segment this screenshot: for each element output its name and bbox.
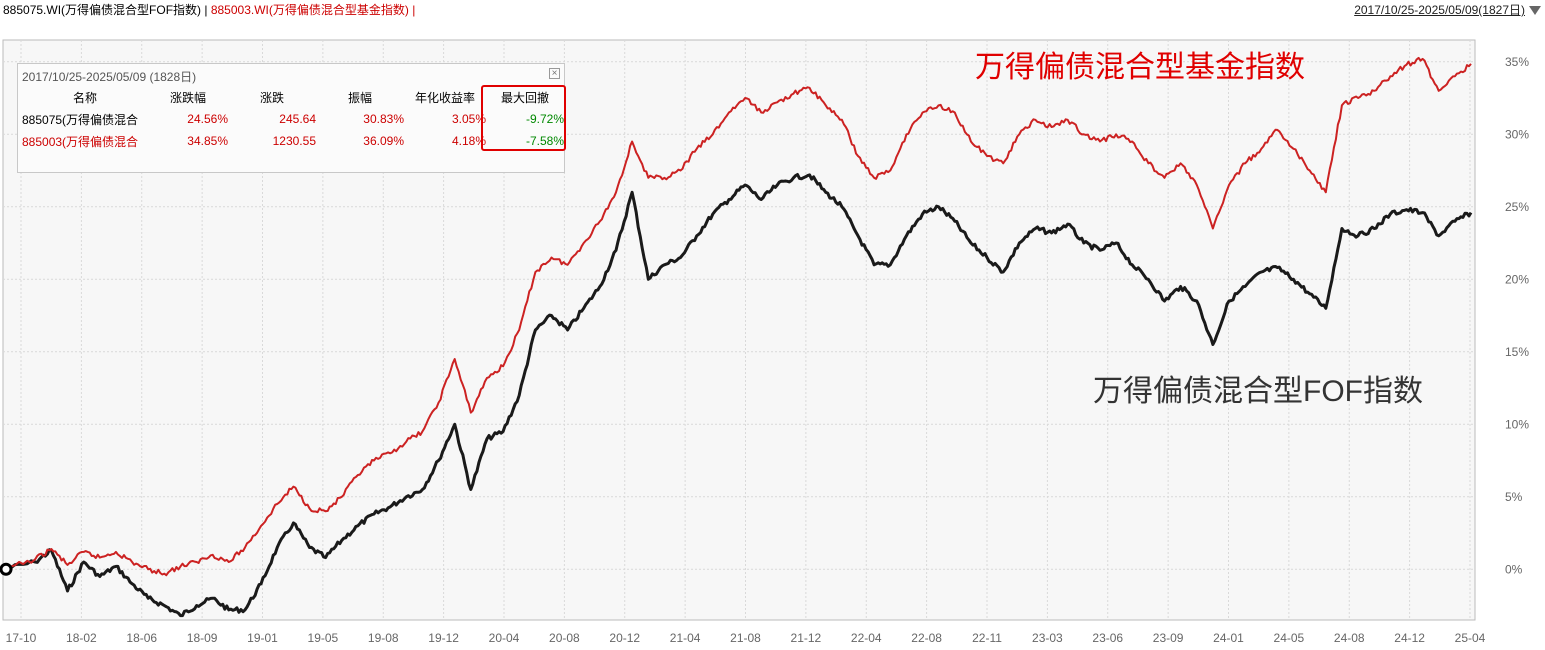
y-axis: 35% 30% 25% 20% 15% 10% 5% 0% — [1505, 55, 1529, 577]
row-pct: 34.85% — [187, 134, 228, 148]
annotation-fof-index: 万得偏债混合型FOF指数 — [1093, 375, 1423, 408]
x-tick-label: 18-02 — [66, 631, 97, 645]
x-tick-label: 25-04 — [1455, 631, 1486, 645]
y-tick-label: 5% — [1505, 490, 1523, 504]
x-tick-label: 22-11 — [972, 631, 1002, 645]
row-name: 885075(万得偏债混合 — [22, 112, 139, 127]
x-tick-label: 19-08 — [368, 631, 399, 645]
row-drawdown: -7.58% — [525, 134, 564, 148]
col-header-pct: 涨跌幅 — [169, 90, 206, 105]
legend-date-range: 2017/10/25-2025/05/09 (1828日) — [22, 70, 197, 84]
col-header-name: 名称 — [72, 90, 97, 105]
x-tick-label: 21-08 — [730, 631, 761, 645]
x-tick-label: 20-08 — [549, 631, 580, 645]
stats-row-fund[interactable]: 885003(万得偏债混合 34.85% 1230.55 36.09% 4.18… — [18, 130, 564, 152]
annotation-fund-index: 万得偏债混合型基金指数 — [975, 51, 1305, 84]
row-annual: 3.05% — [451, 112, 486, 126]
x-tick-label: 20-04 — [489, 631, 520, 645]
x-tick-label: 18-06 — [126, 631, 157, 645]
x-tick-label: 17-10 — [6, 631, 37, 645]
header-series1-label[interactable]: 885075.WI(万得偏债混合型FOF指数) — [3, 3, 202, 17]
col-header-annual: 年化收益率 — [414, 90, 475, 105]
x-tick-label: 24-12 — [1394, 631, 1425, 645]
x-tick-label: 20-12 — [609, 631, 640, 645]
row-pct: 24.56% — [187, 112, 228, 126]
x-tick-label: 21-04 — [670, 631, 701, 645]
row-name: 885003(万得偏债混合 — [22, 134, 139, 149]
y-tick-label: 20% — [1505, 272, 1529, 286]
y-tick-label: 10% — [1505, 417, 1529, 431]
header-separator-2: | — [408, 3, 416, 17]
x-tick-label: 24-01 — [1213, 631, 1244, 645]
x-tick-label: 19-01 — [247, 631, 278, 645]
x-tick-label: 21-12 — [791, 631, 822, 645]
start-point-marker[interactable] — [0, 562, 13, 576]
x-tick-label: 18-09 — [187, 631, 218, 645]
x-tick-label: 23-09 — [1153, 631, 1184, 645]
stats-row-fof[interactable]: 885075(万得偏债混合 24.56% 245.64 30.83% 3.05%… — [18, 108, 564, 130]
close-icon[interactable]: × — [549, 68, 560, 79]
x-tick-label: 22-08 — [911, 631, 942, 645]
x-tick-label: 23-03 — [1032, 631, 1063, 645]
y-tick-label: 35% — [1505, 55, 1529, 69]
col-header-chg: 涨跌 — [259, 90, 284, 105]
row-chg: 1230.55 — [272, 134, 316, 148]
x-tick-label: 19-12 — [428, 631, 459, 645]
series-line-fund — [2, 56, 1472, 577]
header-series-labels: 885075.WI(万得偏债混合型FOF指数) | 885003.WI(万得偏债… — [3, 0, 415, 20]
date-range-link[interactable]: 2017/10/25-2025/05/09(1827日) — [1354, 3, 1525, 17]
row-amp: 36.09% — [363, 134, 404, 148]
x-tick-label: 22-04 — [851, 631, 882, 645]
x-tick-label: 23-06 — [1092, 631, 1123, 645]
y-tick-label: 15% — [1505, 345, 1529, 359]
x-tick-label: 19-05 — [308, 631, 339, 645]
x-axis: 17-10 18-02 18-06 18-09 19-01 19-05 19-08 19-12… — [6, 631, 1486, 645]
series-lines — [0, 56, 1473, 618]
stats-table: 名称 涨跌幅 涨跌 振幅 年化收益率 最大回撤 885075(万得偏债混合 24… — [18, 86, 564, 152]
max-drawdown-highlight — [481, 85, 566, 151]
col-header-drawdown: 最大回撤 — [500, 90, 549, 105]
row-amp: 30.83% — [363, 112, 404, 126]
x-tick-label: 24-08 — [1334, 631, 1365, 645]
row-chg: 245.64 — [279, 112, 316, 126]
col-header-amp: 振幅 — [347, 90, 372, 105]
header-separator: | — [201, 3, 211, 17]
stats-header-row: 名称 涨跌幅 涨跌 振幅 年化收益率 最大回撤 — [18, 86, 564, 108]
series-line-fof — [2, 173, 1473, 618]
row-annual: 4.18% — [451, 134, 486, 148]
y-tick-label: 30% — [1505, 127, 1529, 141]
stats-legend-panel[interactable]: 2017/10/25-2025/05/09 (1828日) × 名称 涨跌幅 涨… — [17, 63, 565, 173]
y-tick-label: 0% — [1505, 562, 1523, 576]
chart-header: 885075.WI(万得偏债混合型FOF指数) | 885003.WI(万得偏债… — [0, 0, 1545, 20]
header-series2-label[interactable]: 885003.WI(万得偏债混合型基金指数) — [210, 3, 409, 17]
x-tick-label: 24-05 — [1274, 631, 1305, 645]
y-tick-label: 25% — [1505, 200, 1529, 214]
dropdown-arrow-icon[interactable] — [1529, 6, 1541, 15]
row-drawdown: -9.72% — [525, 112, 564, 126]
